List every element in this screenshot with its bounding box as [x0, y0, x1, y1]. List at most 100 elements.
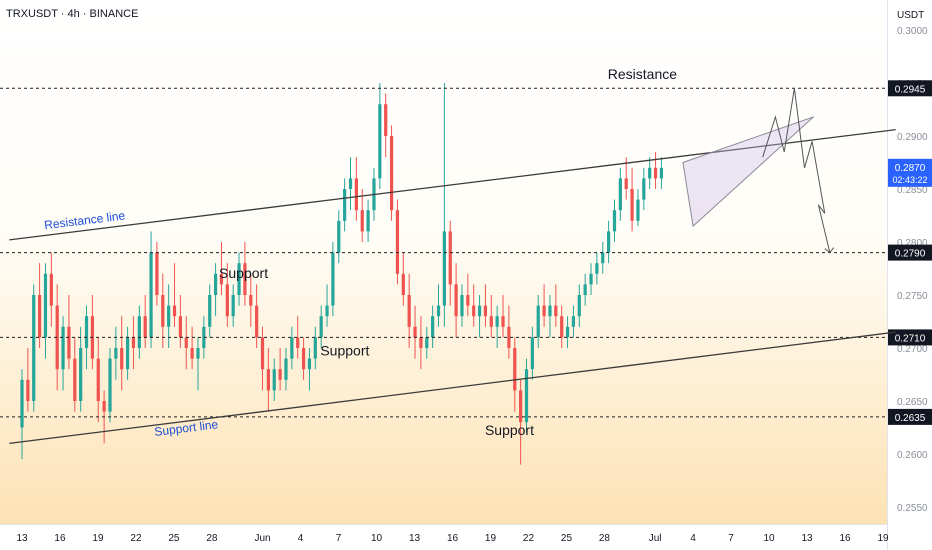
y-tick-label: 0.2850: [897, 185, 928, 196]
candle-body: [32, 295, 36, 401]
candle-body: [565, 326, 570, 338]
x-tick-label: 19: [485, 533, 497, 544]
current-price-value: 0.2870: [895, 163, 926, 174]
candle-body: [307, 358, 312, 370]
candle-body: [343, 189, 347, 221]
price-label-text: 0.2635: [895, 413, 926, 424]
annotation-label: Support: [219, 265, 268, 281]
candle-body: [167, 305, 171, 327]
candle-body: [337, 220, 341, 253]
candle-body: [542, 305, 546, 317]
candle-body: [501, 316, 505, 327]
candle-body: [389, 136, 394, 211]
candle-body: [466, 295, 470, 306]
candle-body: [155, 252, 159, 295]
candle-body: [208, 295, 212, 327]
candle-body: [196, 348, 200, 359]
candle-body: [648, 167, 652, 179]
candle-body: [202, 326, 206, 348]
ticker-title: TRXUSDT · 4h · BINANCE: [6, 8, 139, 20]
candle-body: [20, 379, 24, 428]
rising-wedge: [682, 116, 814, 228]
candle-body: [489, 316, 493, 327]
candle-body: [26, 379, 30, 401]
annotation-label: Support: [485, 422, 534, 438]
candle-body: [43, 273, 48, 338]
current-price-timer: 02:43:22: [892, 175, 927, 185]
candle-body: [436, 305, 441, 317]
x-tick-label: 25: [168, 533, 180, 544]
candle-body: [495, 316, 499, 327]
candle-body: [137, 316, 141, 348]
candle-body: [507, 326, 511, 348]
support-channel-line: [9, 331, 896, 445]
candle-body: [442, 231, 446, 306]
candle-body: [425, 337, 429, 348]
candle-body: [272, 369, 276, 391]
candle-body: [120, 348, 124, 370]
y-tick-label: 0.3000: [897, 26, 928, 37]
candle-body: [243, 263, 247, 295]
candle-body: [73, 358, 77, 401]
candle-body: [131, 337, 136, 348]
y-tick-label: 0.2800: [897, 238, 928, 249]
candle-body: [79, 348, 83, 401]
candle-body: [413, 326, 417, 338]
resistance-channel-line: [9, 128, 896, 241]
price-label-box: [888, 329, 932, 346]
y-tick-label: 0.2750: [897, 291, 928, 302]
candle-body: [460, 295, 464, 317]
x-tick-label: 16: [54, 533, 66, 544]
candle-body: [67, 326, 71, 359]
candle-body: [401, 273, 405, 295]
time-axis-background: [0, 524, 887, 550]
candle-body: [407, 295, 411, 327]
candle-body: [477, 305, 482, 317]
price-label-text: 0.2710: [895, 333, 926, 344]
x-tick-label: 13: [16, 533, 28, 544]
x-tick-label: 7: [728, 533, 734, 544]
candle-body: [354, 178, 358, 211]
candle-body: [55, 305, 59, 370]
candle-body: [366, 210, 370, 232]
candle-body: [231, 295, 235, 317]
candle-body: [530, 337, 534, 370]
currency-label: USDT: [897, 10, 925, 21]
candle-body: [190, 348, 194, 359]
candle-body: [630, 189, 634, 221]
x-tick-label: 25: [561, 533, 573, 544]
candle-body: [219, 273, 224, 285]
candle-body: [331, 252, 335, 306]
candle-body: [213, 273, 218, 295]
candle-body: [178, 316, 183, 338]
x-tick-label: 16: [447, 533, 459, 544]
candle-body: [102, 401, 106, 412]
candle-body: [37, 295, 42, 338]
annotation-label: Support: [320, 342, 369, 358]
candle-body: [284, 358, 288, 380]
candle-body: [84, 316, 89, 348]
price-label-box: [888, 408, 932, 425]
candle-body: [360, 210, 364, 232]
candle-body: [583, 284, 587, 295]
y-tick-label: 0.2600: [897, 450, 928, 461]
candle-body: [237, 263, 241, 295]
y-tick-label: 0.2650: [897, 397, 928, 408]
y-tick-label: 0.2900: [897, 132, 928, 143]
candle-body: [612, 210, 617, 232]
candle-body: [601, 252, 605, 264]
x-tick-label: 28: [599, 533, 611, 544]
x-tick-label: 7: [336, 533, 342, 544]
candle-body: [589, 273, 593, 285]
x-tick-label: 10: [763, 533, 775, 544]
candle-body: [96, 358, 100, 401]
candle-body: [448, 231, 452, 285]
candle-body: [172, 305, 177, 317]
candle-body: [278, 369, 282, 380]
candle-body: [624, 178, 628, 189]
x-tick-label: 28: [206, 533, 218, 544]
candle-body: [395, 210, 400, 274]
candle-body: [378, 104, 382, 179]
x-tick-label: 10: [371, 533, 383, 544]
